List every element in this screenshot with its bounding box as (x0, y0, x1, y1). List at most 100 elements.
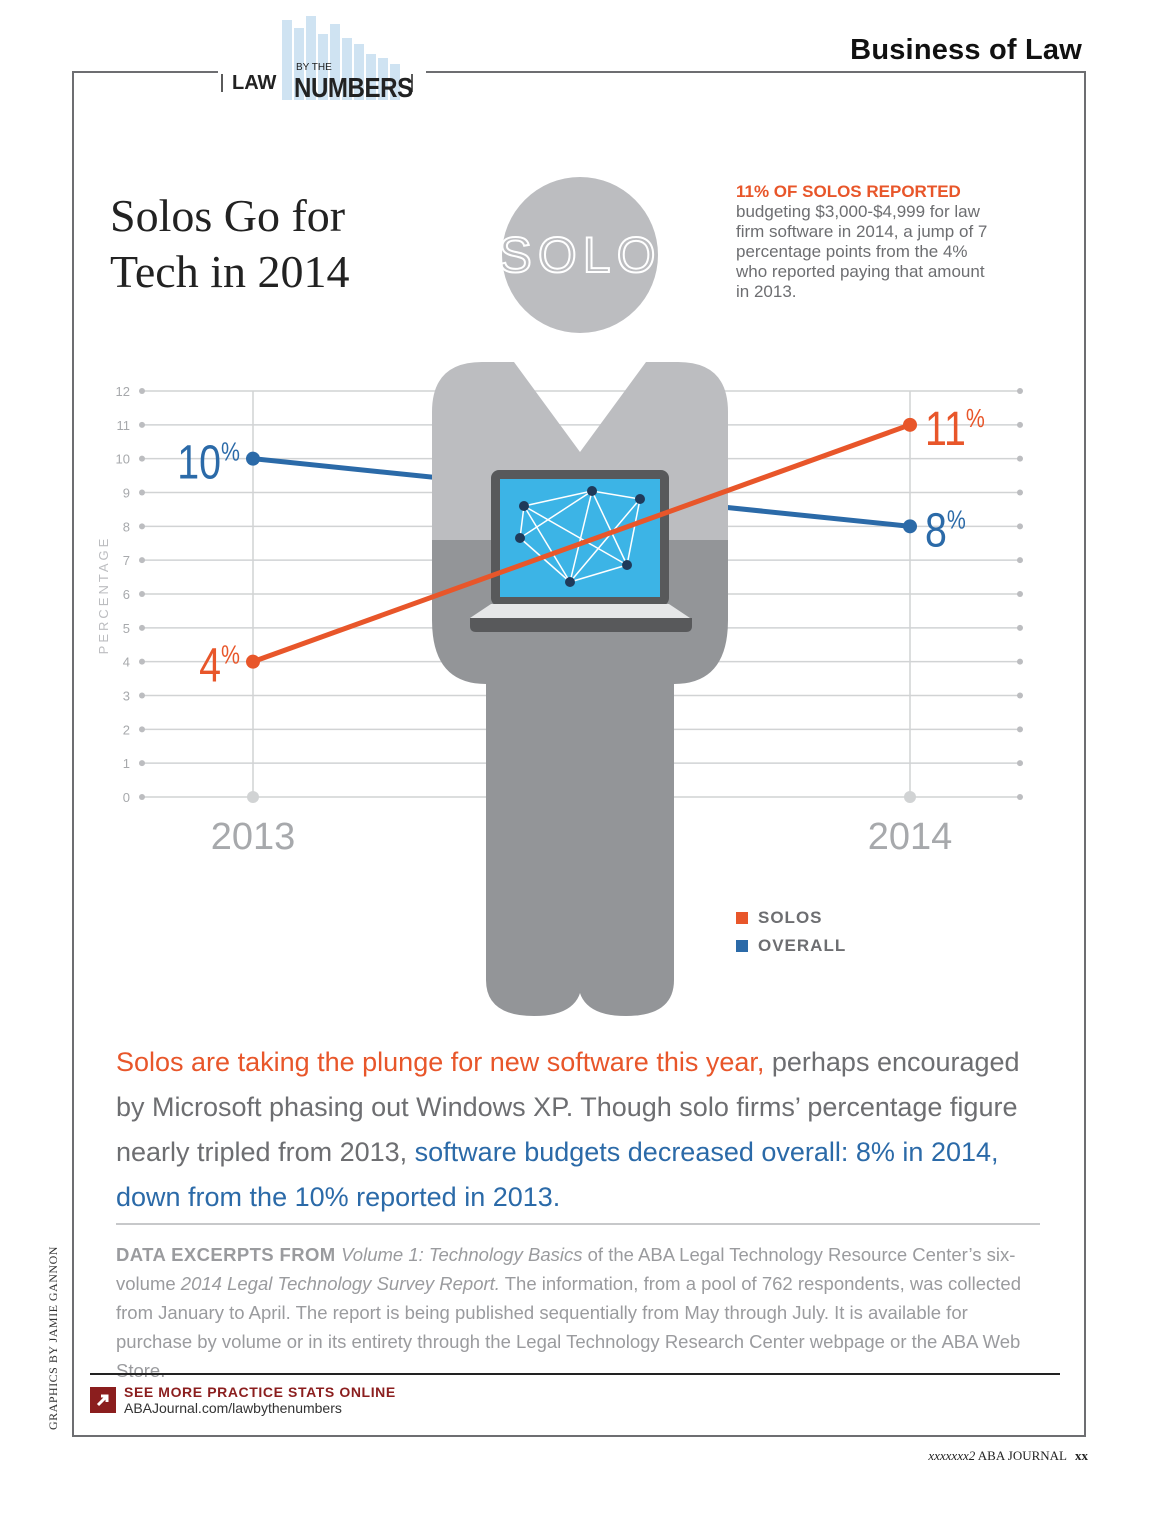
callout-text: budgeting $3,000-$4,999 for law firm sof… (736, 202, 988, 301)
body-gray-text: perhaps encouraged by Microsoft phasing … (116, 1047, 1020, 1167)
data-label-overall-2013: 10% (177, 436, 240, 490)
y-grid-dot-left-3 (139, 692, 145, 699)
excerpt-mid: of the ABA Legal Technology Resource Cen… (116, 1244, 1016, 1294)
data-label-solos-2014: 11% (925, 402, 985, 456)
y-grid-dot-left-7 (139, 557, 145, 564)
series-point-solos-2014 (903, 417, 917, 432)
legend-label-solos: SOLOS (758, 908, 823, 927)
y-grid-dot-right-8 (1017, 523, 1023, 530)
series-point-solos-2013 (246, 654, 260, 669)
y-grid-dot-right-4 (1017, 658, 1023, 665)
see-more-link[interactable]: SEE MORE PRACTICE STATS ONLINE ABAJourna… (90, 1384, 396, 1416)
footer-page: xx (1075, 1448, 1088, 1463)
cta-url[interactable]: ABAJournal.com/lawbythenumbers (124, 1400, 342, 1416)
footer-issue: xxxxxxx2 (928, 1448, 976, 1463)
body-orange-text: Solos are taking the plunge for new soft… (116, 1047, 765, 1077)
series-line-solos (252, 422, 911, 665)
frame-left (72, 71, 74, 1437)
y-grid-dot-left-10 (139, 455, 145, 462)
excerpt-rest: The information, from a pool of 762 resp… (116, 1273, 1021, 1381)
footer-journal: ABA JOURNAL (977, 1448, 1067, 1463)
y-grid-dot-right-7 (1017, 557, 1023, 564)
y-grid-dot-right-5 (1017, 624, 1023, 631)
page-footer: xxxxxxx2 ABA JOURNAL xx (928, 1448, 1088, 1464)
series-point-overall-2014 (903, 519, 917, 534)
frame-bottom (72, 1435, 1086, 1437)
y-grid-dot-left-2 (139, 726, 145, 733)
y-tick-label-9: 9 (123, 486, 130, 501)
y-axis-label: PERCENTAGE (96, 536, 111, 655)
y-grid-dot-left-0 (139, 794, 145, 800)
y-grid-dot-right-3 (1017, 692, 1023, 699)
x-tick-label-2014: 2014 (868, 816, 953, 858)
section-title: Business of Law (850, 34, 1082, 66)
data-excerpt: DATA EXCERPTS FROM Volume 1: Technology … (116, 1240, 1046, 1385)
figure-right-leg (578, 680, 674, 1016)
y-grid-dot-right-1 (1017, 760, 1023, 767)
y-grid-dot-right-11 (1017, 421, 1023, 428)
frame-top-right (426, 71, 1086, 73)
y-grid-dot-right-10 (1017, 455, 1023, 462)
callout-note: 11% OF SOLOS REPORTED budgeting $3,000-$… (736, 182, 996, 302)
y-grid-dot-right-9 (1017, 489, 1023, 496)
y-grid-dot-left-6 (139, 591, 145, 597)
y-grid-dot-left-4 (139, 658, 145, 665)
body-blue-text: software budgets decreased overall: 8% i… (116, 1137, 999, 1212)
chart-legend: SOLOS OVERALL (736, 908, 846, 964)
network-graphic (519, 490, 641, 583)
legend-item-overall: OVERALL (736, 936, 846, 956)
series-point-overall-2013 (246, 451, 260, 466)
y-tick-label-7: 7 (123, 553, 130, 568)
graphics-credit: GRAPHICS BY JAMIE GANNON (46, 1246, 60, 1430)
excerpt-divider (116, 1223, 1040, 1225)
headline-line1: Solos Go for (110, 190, 346, 241)
figure-head (502, 177, 658, 333)
data-label-overall-2014: 8% (925, 504, 966, 558)
logo-numbers: NUMBERS (294, 72, 413, 103)
excerpt-report: 2014 Legal Technology Survey Report. (180, 1273, 500, 1294)
y-tick-label-2: 2 (123, 722, 130, 737)
legend-swatch-overall (736, 940, 748, 952)
y-tick-label-3: 3 (123, 689, 130, 704)
y-tick-label-4: 4 (123, 655, 130, 670)
y-grid-dot-left-9 (139, 489, 145, 496)
network-nodes (515, 486, 645, 587)
y-tick-label-11: 11 (117, 418, 131, 433)
headline-line2: Tech in 2014 (110, 246, 350, 297)
y-grid-dot-right-12 (1017, 388, 1023, 394)
y-grid-dot-left-8 (139, 523, 145, 530)
body-paragraph: Solos are taking the plunge for new soft… (116, 1040, 1046, 1220)
chart-labels: 2013 20140123456789101112PERCENTAGE10%8%4… (96, 384, 985, 858)
chart-series (246, 417, 917, 669)
cta-title: SEE MORE PRACTICE STATS ONLINE (124, 1384, 396, 1400)
y-tick-label-12: 12 (116, 384, 130, 399)
x-tick-label-2013: 2013 (211, 816, 296, 858)
law-by-the-numbers-logo: LAW BY THE NUMBERS (212, 14, 422, 104)
frame-top-left (72, 71, 218, 73)
logo-bars-graphic (221, 16, 413, 100)
y-grid-dot-right-6 (1017, 591, 1023, 597)
headline: Solos Go for Tech in 2014 (110, 188, 410, 300)
y-tick-label-6: 6 (123, 587, 130, 602)
y-tick-label-5: 5 (123, 621, 130, 636)
logo-by-the: BY THE (296, 62, 332, 73)
y-tick-label-1: 1 (123, 756, 130, 771)
legend-label-overall: OVERALL (758, 936, 847, 955)
callout-lead: 11% OF SOLOS REPORTED (736, 182, 961, 201)
data-label-solos-2013: 4% (199, 639, 240, 693)
figure-head-text: SOLO (499, 227, 662, 283)
y-tick-label-8: 8 (123, 519, 130, 534)
laptop-base (470, 618, 692, 632)
legend-item-solos: SOLOS (736, 908, 846, 928)
cta-divider (90, 1373, 1060, 1375)
y-grid-dot-left-5 (139, 624, 145, 631)
y-grid-dot-right-2 (1017, 726, 1023, 733)
arrow-up-right-icon (90, 1387, 116, 1413)
excerpt-lead: DATA EXCERPTS FROM (116, 1244, 342, 1265)
legend-swatch-solos (736, 912, 748, 924)
chart-and-figure: SOLO 2013 20140123456789101112PERCENTAGE1… (96, 177, 1023, 1016)
y-grid-dot-right-0 (1017, 794, 1023, 800)
y-grid-dot-left-11 (139, 421, 145, 428)
excerpt-volume: Volume 1: Technology Basics (341, 1244, 583, 1265)
y-tick-label-0: 0 (123, 790, 130, 805)
